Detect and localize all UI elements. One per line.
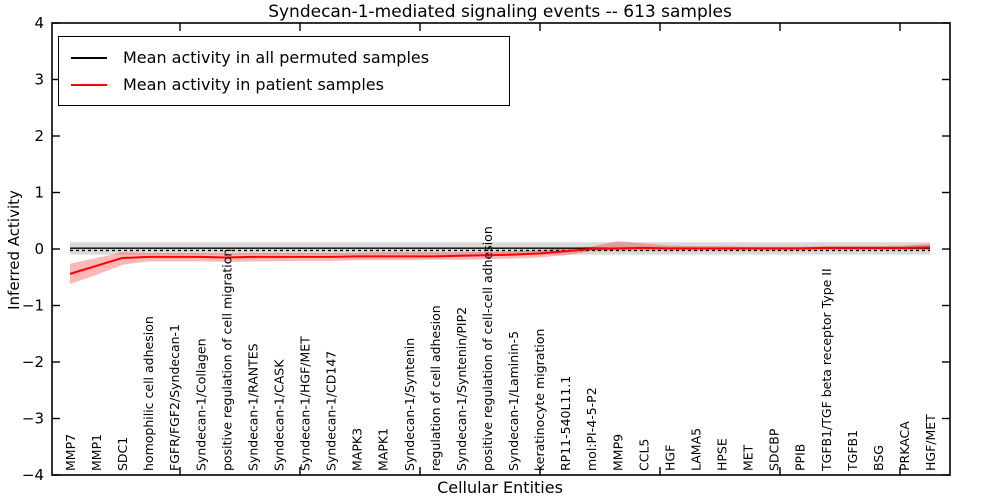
x-tick-label: positive regulation of cell-cell adhesio…	[480, 226, 495, 471]
y-tick-label: 2	[34, 127, 44, 145]
x-tick-label: SDCBP	[767, 428, 782, 471]
x-tick-label: positive regulation of cell migration	[219, 249, 234, 471]
x-tick-label: Syndecan-1/HGF/MET	[298, 336, 313, 471]
x-tick-label: MAPK3	[350, 428, 365, 471]
x-tick-label: MMP7	[63, 434, 78, 471]
x-tick-label: MMP1	[89, 434, 104, 471]
y-axis-label: Inferred Activity	[5, 190, 23, 310]
x-tick-label: homophilic cell adhesion	[141, 316, 156, 471]
x-tick-label: RP11-540L11.1	[558, 376, 573, 471]
x-tick-label: MMP9	[610, 434, 625, 471]
permuted-line-swatch-icon	[71, 56, 107, 59]
x-tick-label: Syndecan-1/Collagen	[193, 338, 208, 471]
x-tick-label: regulation of cell adhesion	[428, 305, 443, 471]
x-tick-label: mol:PI-4-5-P2	[584, 387, 599, 471]
x-tick-label: CCL5	[636, 439, 651, 471]
x-tick-label: HPSE	[715, 438, 730, 471]
y-tick-label: −1	[22, 297, 44, 315]
x-tick-label: Syndecan-1/CD147	[324, 351, 339, 471]
legend: Mean activity in all permuted samples Me…	[58, 36, 510, 106]
x-tick-label: Syndecan-1/Syntenin/PIP2	[454, 307, 469, 471]
x-tick-label: SDC1	[115, 437, 130, 471]
x-tick-label: PRKACA	[897, 421, 912, 471]
x-tick-label: TGFB1	[845, 430, 860, 472]
x-tick-label: TGFB1/TGF beta receptor Type II	[819, 268, 834, 472]
y-tick-label: 1	[34, 184, 44, 202]
chart-title: Syndecan-1-mediated signaling events -- …	[268, 2, 732, 22]
x-tick-label: FGFR/FGF2/Syndecan-1	[167, 324, 182, 471]
patient-line-swatch-icon	[71, 83, 107, 86]
legend-item-patient: Mean activity in patient samples	[71, 71, 499, 98]
y-tick-label: −3	[22, 410, 44, 428]
x-tick-label: HGF	[662, 445, 677, 471]
patient-mean-line	[69, 246, 931, 275]
x-tick-label: BSG	[871, 445, 886, 471]
y-tick-label: 0	[34, 240, 44, 258]
x-tick-label: LAMA5	[688, 428, 703, 471]
x-axis-label: Cellular Entities	[437, 478, 563, 497]
x-tick-label: PPIB	[793, 444, 808, 471]
x-tick-label: MET	[741, 444, 756, 471]
y-tick-label: 3	[34, 71, 44, 89]
legend-item-permuted: Mean activity in all permuted samples	[71, 44, 499, 71]
x-tick-label: MAPK1	[376, 428, 391, 471]
x-tick-label: HGF/MET	[923, 414, 938, 471]
legend-label-permuted: Mean activity in all permuted samples	[123, 48, 430, 67]
x-tick-label: Syndecan-1/RANTES	[245, 343, 260, 471]
x-tick-label: Syndecan-1/CASK	[271, 359, 286, 471]
y-tick-label: 4	[34, 14, 44, 32]
y-tick-label: −4	[22, 466, 44, 484]
x-tick-label: keratinocyte migration	[532, 329, 547, 471]
x-tick-label: Syndecan-1/Laminin-5	[506, 331, 521, 471]
x-tick-label: Syndecan-1/Syntenin	[402, 338, 417, 471]
y-tick-label: −2	[22, 353, 44, 371]
legend-label-patient: Mean activity in patient samples	[123, 75, 384, 94]
